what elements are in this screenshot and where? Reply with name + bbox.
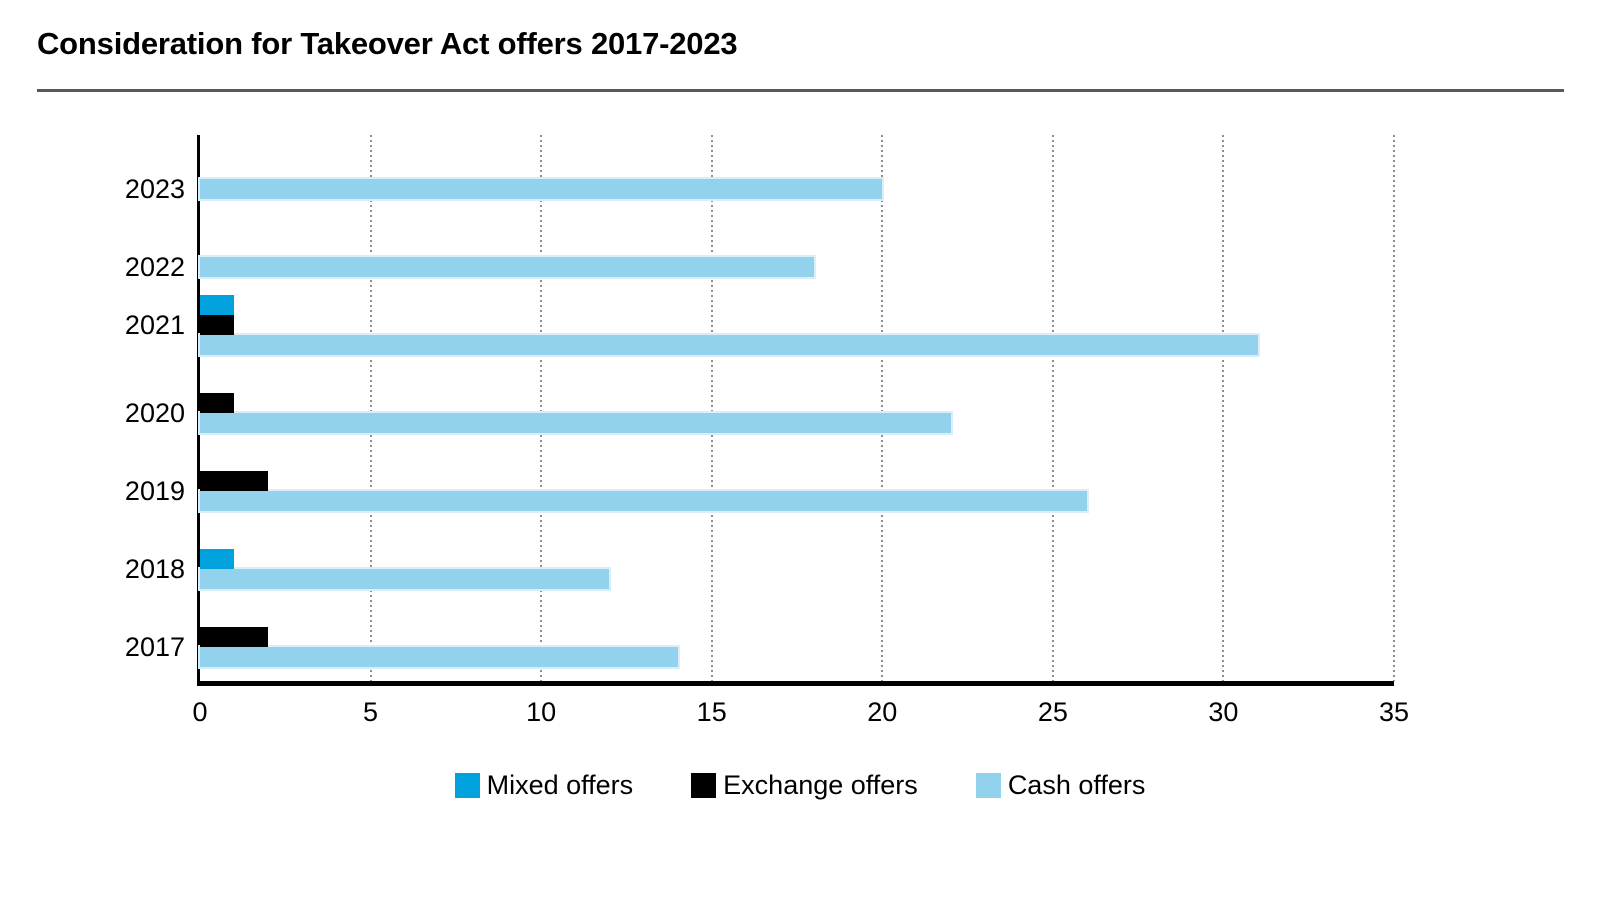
chart-row-2021: 2021 [125, 291, 1394, 369]
chart-row-2017: 2017 [125, 603, 1394, 681]
chart-row-2022: 2022 [125, 213, 1394, 291]
bar-cash-offers-2018 [200, 569, 610, 589]
legend-swatch-cash-offers [975, 773, 1001, 798]
bar-cash-offers-2021 [200, 335, 1258, 355]
chart-row-2020: 2020 [125, 369, 1394, 447]
legend: Mixed offers Exchange offers Cash offers [0, 770, 1600, 801]
y-axis-label-2022: 2022 [124, 252, 185, 282]
bar-mixed-offers-2021 [200, 295, 235, 315]
y-axis-label-2018: 2018 [124, 554, 185, 584]
x-axis-label-25: 25 [1037, 697, 1068, 727]
gridline-5 [369, 135, 372, 681]
bar-cash-offers-2020 [200, 413, 951, 433]
bar-exchange-offers-2019 [200, 471, 269, 491]
page-title: Consideration for Takeover Act offers 20… [37, 26, 738, 61]
chart-row-2019: 2019 [125, 447, 1394, 525]
title-rule [37, 89, 1564, 92]
gridline-20 [881, 135, 884, 681]
x-axis-label-35: 35 [1378, 697, 1410, 727]
bar-cash-offers-2017 [200, 647, 678, 667]
x-axis-label-20: 20 [867, 697, 898, 727]
plot-area: 2023 2022 2021 2020 2019 2018 2017 0 5 10 15 20 25 30… [125, 135, 1409, 727]
gridline-15 [710, 135, 713, 681]
gridline-30 [1222, 135, 1225, 681]
y-axis-line [197, 135, 200, 686]
gridline-10 [540, 135, 543, 681]
bar-mixed-offers-2018 [200, 549, 235, 569]
legend-label-exchange-offers: Exchange offers [723, 770, 918, 800]
x-axis-label-0: 0 [192, 697, 208, 727]
gridline-25 [1051, 135, 1054, 681]
x-axis-label-10: 10 [526, 697, 557, 727]
bar-exchange-offers-2020 [200, 393, 235, 413]
legend-item-cash-offers: Cash offers [975, 770, 1146, 801]
y-axis-label-2020: 2020 [124, 398, 185, 428]
bar-cash-offers-2023 [200, 179, 883, 199]
legend-label-mixed-offers: Mixed offers [486, 770, 634, 800]
y-axis-label-2023: 2023 [124, 174, 185, 204]
legend-item-mixed-offers: Mixed offers [454, 770, 634, 801]
chart-row-2018: 2018 [125, 525, 1394, 603]
y-axis-label-2019: 2019 [124, 476, 185, 506]
bar-exchange-offers-2017 [200, 627, 269, 647]
bar-cash-offers-2022 [200, 257, 815, 277]
bar-cash-offers-2019 [200, 491, 1087, 511]
x-axis-label-30: 30 [1208, 697, 1239, 727]
x-axis-line [197, 681, 1394, 686]
gridline-35 [1393, 135, 1395, 681]
legend-swatch-mixed-offers [454, 773, 480, 798]
x-axis-label-5: 5 [363, 697, 379, 727]
legend-label-cash-offers: Cash offers [1007, 770, 1146, 800]
legend-item-exchange-offers: Exchange offers [691, 770, 918, 801]
chart-row-2023: 2023 [125, 135, 1394, 213]
y-axis-label-2017: 2017 [124, 632, 185, 662]
y-axis-label-2021: 2021 [124, 310, 185, 340]
bar-exchange-offers-2021 [200, 315, 235, 335]
x-axis-label-15: 15 [696, 697, 727, 727]
legend-swatch-exchange-offers [691, 773, 717, 798]
